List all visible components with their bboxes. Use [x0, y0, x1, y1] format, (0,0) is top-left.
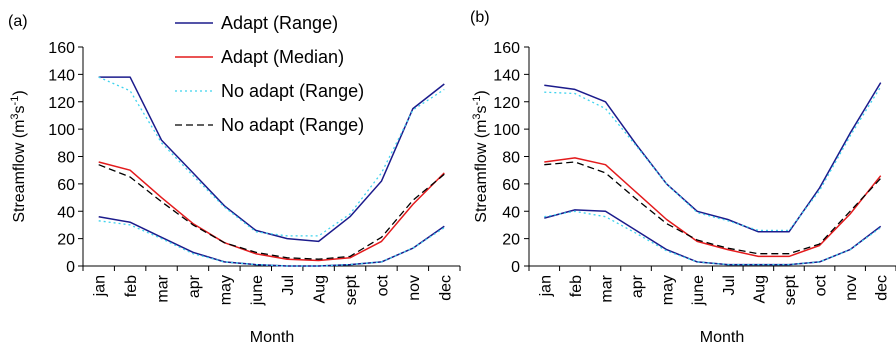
x-tick-label: Jul [721, 275, 738, 295]
series-line-noadapt-upper [544, 86, 882, 232]
x-tick-label: sept [343, 274, 360, 305]
series-line-noadapt-lower [544, 210, 882, 266]
x-tick-label: jan [92, 275, 109, 297]
x-tick-label: feb [123, 275, 140, 297]
y-axis-title-superscript: 3 [471, 113, 483, 119]
panel-label: (a) [8, 13, 28, 30]
series-line-noadapt-median [544, 161, 882, 255]
y-tick-label: 120 [493, 95, 520, 112]
x-tick-label: Aug [312, 275, 329, 303]
y-tick-label: 40 [57, 204, 75, 221]
y-tick-label: 100 [493, 122, 520, 139]
legend-label-noadapt-upper: No adapt (Range) [221, 81, 364, 101]
x-tick-label: sept [782, 274, 799, 305]
y-tick-label: 160 [493, 40, 520, 57]
y-axis-title-part: ) [473, 90, 490, 95]
series-line-adapt-upper [98, 76, 445, 243]
legend: Adapt (Range) Adapt (Median) No adapt (Ran… [175, 13, 364, 135]
y-axis-title-superscript: -1 [9, 96, 21, 106]
y-tick-label: 80 [502, 150, 520, 167]
y-axis-title-part: s [11, 105, 28, 113]
series-line-adapt-upper [544, 82, 882, 233]
panel-label: (b) [470, 9, 490, 26]
y-axis-title-superscript: 3 [9, 113, 21, 119]
x-tick-label: mar [598, 274, 615, 302]
legend-label-noadapt-median: No adapt (Range) [221, 115, 364, 135]
y-axis-title-part: Streamflow (m [11, 120, 28, 223]
series-line-noadapt-upper [98, 76, 445, 237]
y-tick-label: 80 [57, 150, 75, 167]
x-tick-label: jan [537, 275, 554, 297]
y-axis-title-part: s [473, 105, 490, 113]
x-tick-label: apr [629, 274, 646, 298]
x-tick-label: Aug [751, 275, 768, 303]
y-axis-title: Streamflow (m3s-1) [471, 90, 490, 222]
y-tick-label: 0 [511, 259, 520, 276]
x-axis-title: Month [250, 329, 294, 344]
x-tick-label: feb [568, 275, 585, 297]
x-axis-title: Month [700, 329, 744, 344]
y-tick-label: 0 [66, 259, 75, 276]
x-tick-label: oct [813, 274, 830, 296]
chart-panel-a: (a) 0 20 40 60 80 100 120 140 160 jan feb mar apr may j… [8, 13, 461, 346]
x-tick-label: mar [155, 274, 172, 302]
series-line-noadapt-median [98, 164, 445, 260]
y-tick-label: 20 [502, 232, 520, 249]
y-axis-title-part: ) [11, 90, 28, 95]
x-tick-label: Jul [280, 275, 297, 295]
y-tick-label: 160 [48, 40, 75, 57]
series-line-adapt-lower [544, 209, 882, 266]
y-tick-label: 120 [48, 95, 75, 112]
legend-label-adapt-upper: Adapt (Range) [221, 13, 338, 33]
x-tick-label: may [660, 275, 677, 305]
x-tick-label: oct [374, 274, 391, 296]
x-tick-label: june [249, 275, 266, 306]
y-tick-label: 140 [48, 67, 75, 84]
x-tick-label: june [690, 275, 707, 306]
legend-label-adapt-median: Adapt (Median) [221, 47, 344, 67]
y-axis-title-part: Streamflow (m [473, 120, 490, 223]
y-axis-title: Streamflow (m3s-1) [9, 90, 28, 222]
y-axis-title-superscript: -1 [471, 96, 483, 106]
x-tick-label: dec [437, 275, 454, 301]
x-tick-label: may [217, 275, 234, 305]
series-line-adapt-median [544, 157, 882, 258]
y-tick-label: 20 [57, 232, 75, 249]
x-tick-label: nov [843, 275, 860, 301]
y-tick-label: 140 [493, 67, 520, 84]
chart-panel-b: (b) 0 20 40 60 80 100 120 140 160 jan feb mar apr may j… [470, 9, 896, 346]
series-line-noadapt-lower [98, 220, 445, 267]
y-tick-label: 60 [502, 177, 520, 194]
y-tick-label: 100 [48, 122, 75, 139]
series-line-adapt-median [98, 161, 445, 262]
y-tick-label: 60 [57, 177, 75, 194]
x-tick-label: apr [186, 274, 203, 298]
x-tick-label: nov [406, 275, 423, 301]
x-tick-label: dec [874, 275, 891, 301]
y-tick-label: 40 [502, 204, 520, 221]
